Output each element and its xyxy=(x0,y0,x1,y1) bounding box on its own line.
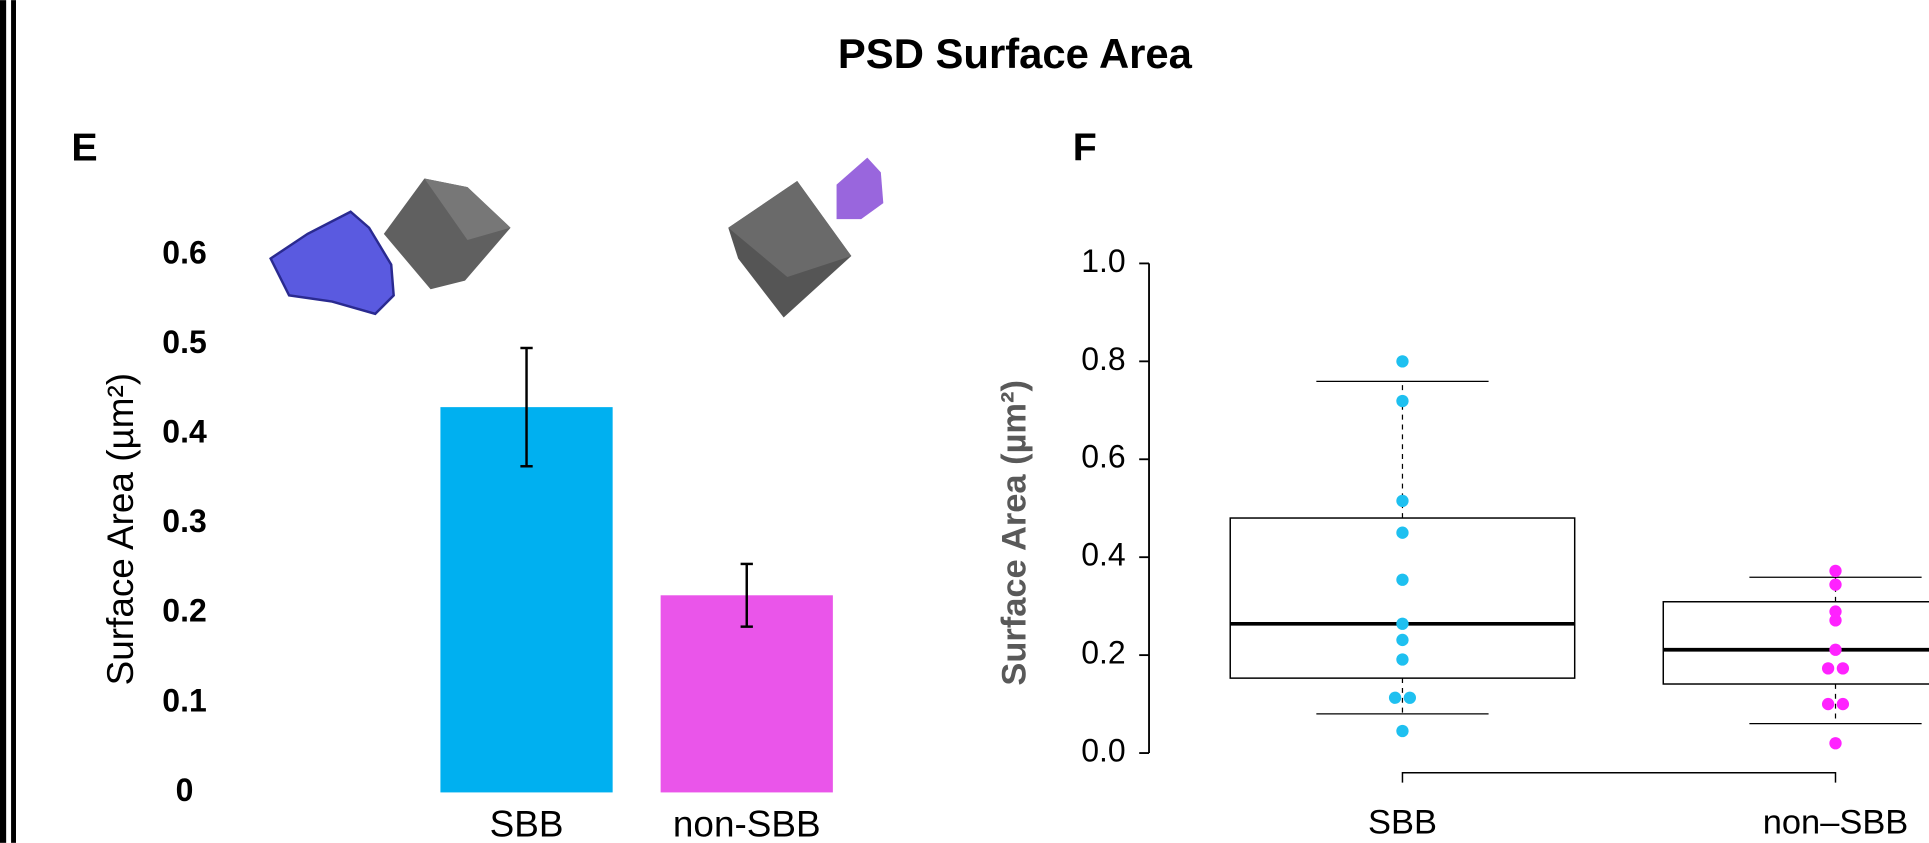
point xyxy=(1829,614,1842,627)
point xyxy=(1829,578,1842,591)
panel-label: E xyxy=(71,126,97,170)
point xyxy=(1821,662,1835,675)
y-axis-title: Surface Area (µm²) xyxy=(995,380,1033,686)
point xyxy=(1829,564,1842,578)
render-sbb xyxy=(269,178,511,316)
point xyxy=(1396,653,1409,666)
y-tick-label: 0.6 xyxy=(162,234,206,270)
y-tick-label: 1.0 xyxy=(1081,243,1125,279)
point xyxy=(1396,617,1409,630)
y-axis-title: Surface Area (µm²) xyxy=(100,373,141,685)
render-non-sbb xyxy=(728,157,884,318)
point xyxy=(1836,697,1850,711)
y-tick-label: 0.3 xyxy=(162,503,206,539)
y-tick-label: 0.2 xyxy=(162,593,206,629)
x-tick-label: non–SBB xyxy=(1763,803,1909,841)
point xyxy=(1396,494,1409,508)
y-tick-label: 0.1 xyxy=(162,682,206,718)
point xyxy=(1396,573,1409,586)
border xyxy=(11,0,16,843)
y-tick-label: 0.4 xyxy=(1081,537,1125,573)
x-tick-label: non-SBB xyxy=(673,804,821,843)
point xyxy=(1396,355,1409,368)
y-tick-label: 0 xyxy=(176,772,194,808)
point xyxy=(1821,697,1835,711)
y-tick-label: 0.4 xyxy=(162,413,207,449)
point xyxy=(1396,633,1409,647)
bar xyxy=(660,595,833,793)
point xyxy=(1403,691,1416,704)
point xyxy=(1388,691,1402,704)
box xyxy=(1662,601,1929,685)
x-tick-label: SBB xyxy=(490,804,564,843)
point xyxy=(1836,662,1850,675)
border xyxy=(0,0,7,843)
point xyxy=(1829,643,1842,656)
figure-title: PSD Surface Area xyxy=(838,30,1193,77)
box xyxy=(1229,517,1576,679)
y-tick-label: 0.0 xyxy=(1081,733,1125,769)
y-tick-label: 0.5 xyxy=(162,324,206,360)
point xyxy=(1396,526,1409,539)
point xyxy=(1396,724,1409,738)
y-tick-label: 0.2 xyxy=(1081,635,1125,671)
y-tick-label: 0.8 xyxy=(1081,341,1125,377)
x-axis xyxy=(1401,771,1837,783)
point xyxy=(1829,737,1842,750)
point xyxy=(1829,605,1842,618)
panel-label: F xyxy=(1073,126,1097,170)
bar xyxy=(440,407,613,793)
y-tick-label: 0.6 xyxy=(1081,439,1125,475)
point xyxy=(1396,394,1409,408)
x-tick-label: SBB xyxy=(1368,803,1437,841)
